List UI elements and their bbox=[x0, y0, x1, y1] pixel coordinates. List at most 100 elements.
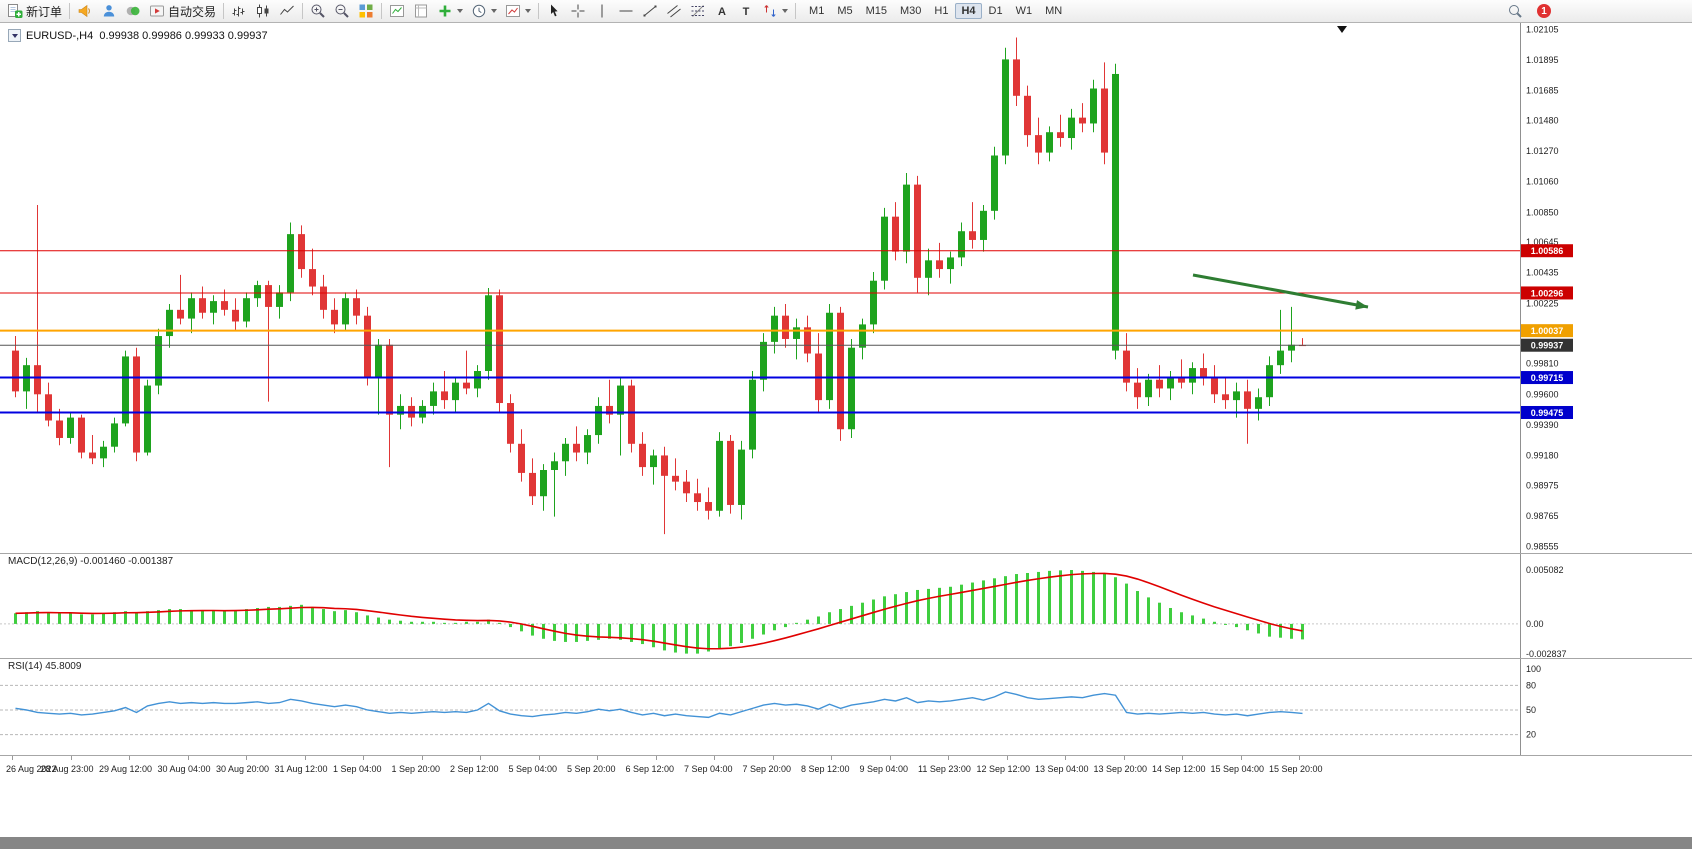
rsi-plot: 100 80 50 20 bbox=[0, 659, 1541, 755]
timeframe-m30-button[interactable]: M30 bbox=[900, 5, 922, 17]
autotrading-button[interactable]: 自动交易 bbox=[145, 0, 220, 22]
time-tick bbox=[597, 756, 598, 760]
time-label: 5 Sep 20:00 bbox=[567, 764, 616, 774]
time-label: 30 Aug 04:00 bbox=[157, 764, 211, 774]
arrows-tool-icon bbox=[764, 5, 776, 17]
time-tick bbox=[1182, 756, 1183, 760]
timeframe-h1-button[interactable]: H1 bbox=[934, 5, 949, 17]
time-tick bbox=[889, 756, 891, 760]
toolbar: 新订单 自动交易 bbox=[0, 0, 1692, 23]
toolbar-separator bbox=[795, 3, 797, 19]
toolbar-separator bbox=[381, 3, 383, 19]
zoom-out-icon bbox=[335, 4, 349, 18]
clock-icon bbox=[472, 4, 486, 18]
zoom-in-button[interactable] bbox=[306, 0, 330, 22]
time-label: 13 Sep 04:00 bbox=[1035, 764, 1089, 774]
label-tool-button[interactable]: T bbox=[734, 0, 758, 22]
template-button[interactable] bbox=[501, 0, 535, 22]
search-button[interactable] bbox=[1503, 0, 1527, 22]
svg-text:1.01270: 1.01270 bbox=[1526, 146, 1559, 156]
toolbar-separator bbox=[223, 3, 225, 19]
bars-chart-button[interactable] bbox=[227, 0, 251, 22]
fibonacci-button[interactable] bbox=[686, 0, 710, 22]
indicators-icon bbox=[390, 5, 405, 17]
chart-shift-marker[interactable] bbox=[1337, 26, 1347, 33]
time-tick bbox=[1065, 756, 1066, 760]
timeframe-d1-button[interactable]: D1 bbox=[988, 5, 1003, 17]
dropdown-caret-icon bbox=[491, 9, 498, 13]
horizontal-line-button[interactable] bbox=[614, 0, 638, 22]
candlestick-icon bbox=[257, 4, 269, 18]
template-icon bbox=[506, 5, 521, 17]
time-tick bbox=[129, 756, 130, 760]
candles-chart-button[interactable] bbox=[251, 0, 275, 22]
horizontal-line-icon bbox=[619, 10, 633, 12]
svg-text:50: 50 bbox=[1526, 705, 1536, 715]
bars-chart-icon bbox=[232, 6, 245, 17]
svg-text:0.005082: 0.005082 bbox=[1526, 565, 1564, 575]
time-tick bbox=[70, 756, 72, 760]
crosshair-button[interactable] bbox=[566, 0, 590, 22]
svg-text:1.00586: 1.00586 bbox=[1531, 246, 1564, 256]
svg-text:0.99937: 0.99937 bbox=[1531, 341, 1564, 351]
new-order-icon bbox=[8, 4, 23, 18]
svg-text:0.98765: 0.98765 bbox=[1526, 511, 1559, 521]
arrows-tool-button[interactable] bbox=[758, 0, 792, 22]
vertical-line-button[interactable] bbox=[590, 0, 614, 22]
dropdown-caret-icon bbox=[457, 9, 464, 13]
timeframe-h4-button[interactable]: H4 bbox=[955, 3, 982, 19]
time-tick bbox=[948, 756, 949, 760]
channel-button[interactable] bbox=[662, 0, 686, 22]
community-button[interactable] bbox=[97, 0, 121, 22]
time-axis[interactable]: 26 Aug 2022 28 Aug 23:00 29 Aug 12:00 30 Au… bbox=[0, 755, 1692, 782]
svg-text:1.00225: 1.00225 bbox=[1526, 298, 1559, 308]
new-order-button[interactable]: 新订单 bbox=[3, 0, 66, 22]
cursor-button[interactable] bbox=[542, 0, 566, 22]
time-label: 6 Sep 12:00 bbox=[625, 764, 675, 774]
tile-windows-button[interactable] bbox=[354, 0, 378, 22]
timeframe-w1-button[interactable]: W1 bbox=[1015, 5, 1033, 17]
data-window-button[interactable] bbox=[409, 0, 433, 22]
svg-text:0.99810: 0.99810 bbox=[1526, 359, 1559, 369]
macd-panel[interactable]: 0.005082 0.00 -0.002837 MACD(12,26,9) -0.0… bbox=[0, 553, 1692, 658]
svg-text:0.00: 0.00 bbox=[1526, 619, 1544, 629]
svg-text:-0.002837: -0.002837 bbox=[1526, 649, 1567, 658]
time-label: 29 Aug 12:00 bbox=[99, 764, 153, 774]
line-chart-icon bbox=[280, 5, 294, 15]
time-label: 28 Aug 23:00 bbox=[40, 764, 94, 774]
zoom-out-button[interactable] bbox=[330, 0, 354, 22]
timeframe-m1-button[interactable]: M1 bbox=[809, 5, 825, 17]
add-indicator-icon bbox=[439, 5, 451, 17]
svg-text:0.98975: 0.98975 bbox=[1526, 480, 1559, 490]
time-tick bbox=[246, 756, 247, 760]
text-tool-button[interactable]: A bbox=[710, 0, 734, 22]
timeframe-m5-button[interactable]: M5 bbox=[837, 5, 853, 17]
line-chart-button[interactable] bbox=[275, 0, 299, 22]
time-tick bbox=[831, 756, 832, 760]
market-button[interactable] bbox=[121, 0, 145, 22]
symbol-dropdown-icon[interactable] bbox=[8, 29, 21, 42]
macd-plot: 0.005082 0.00 -0.002837 bbox=[0, 554, 1567, 658]
time-label: 13 Sep 20:00 bbox=[1093, 764, 1148, 774]
notifications-badge[interactable]: 1 bbox=[1537, 4, 1551, 18]
toolbar-separator bbox=[69, 3, 71, 19]
svg-text:0.99390: 0.99390 bbox=[1526, 420, 1559, 430]
trendline-button[interactable] bbox=[638, 0, 662, 22]
period-menu-button[interactable] bbox=[467, 0, 501, 22]
svg-text:T: T bbox=[743, 6, 750, 18]
svg-text:1.01685: 1.01685 bbox=[1526, 86, 1559, 96]
text-tool-icon: A bbox=[718, 6, 726, 18]
time-label: 7 Sep 04:00 bbox=[684, 764, 733, 774]
rsi-panel[interactable]: 100 80 50 20 RSI(14) 45.8009 bbox=[0, 658, 1692, 755]
channel-icon bbox=[667, 5, 681, 18]
megaphone-button[interactable] bbox=[73, 0, 97, 22]
indicators-button[interactable] bbox=[385, 0, 409, 22]
timeframe-m15-button[interactable]: M15 bbox=[865, 5, 887, 17]
megaphone-icon bbox=[78, 4, 90, 18]
timeframe-mn-button[interactable]: MN bbox=[1045, 5, 1063, 17]
price-chart[interactable]: 1.02105 1.01895 1.01685 1.01480 1.01270 1.010… bbox=[0, 23, 1692, 553]
crosshair-icon bbox=[571, 4, 585, 18]
add-indicator-button[interactable] bbox=[433, 0, 467, 22]
data-window-icon bbox=[415, 4, 428, 18]
svg-text:0.99600: 0.99600 bbox=[1526, 389, 1559, 399]
